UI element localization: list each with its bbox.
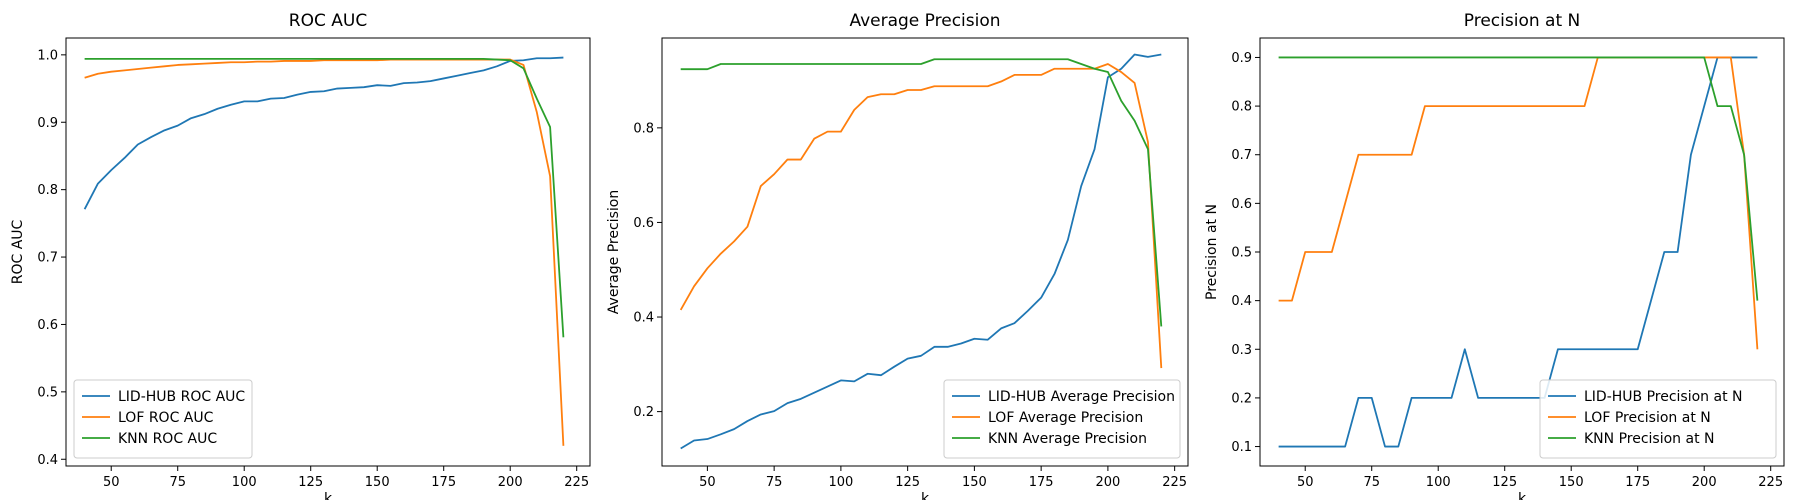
legend: LID-HUB Average Precision LOF Average Pre… xyxy=(943,379,1181,459)
x-tick-label: 100 xyxy=(828,475,853,490)
y-tick-label: 0.4 xyxy=(37,453,58,468)
y-tick-label: 0.2 xyxy=(633,405,654,420)
x-tick-label: 225 xyxy=(1758,475,1783,490)
x-tick-label: 50 xyxy=(1297,475,1314,490)
x-tick-label: 100 xyxy=(232,475,257,490)
axes-frame xyxy=(661,37,1189,467)
legend-label: LOF Average Precision xyxy=(988,410,1143,426)
x-tick-label: 200 xyxy=(1692,475,1717,490)
series-line-lid-hub xyxy=(1278,56,1758,448)
y-tick-label: 0.8 xyxy=(1231,100,1252,115)
x-tick-label: 75 xyxy=(1363,475,1380,490)
x-tick-label: 125 xyxy=(895,475,920,490)
chart-title: Precision at N xyxy=(1464,11,1580,31)
x-tick-label: 125 xyxy=(1492,475,1517,490)
y-tick-label: 0.5 xyxy=(1231,246,1252,261)
x-axis-label: k xyxy=(1518,491,1527,500)
x-tick-label: 225 xyxy=(564,475,589,490)
x-tick-label: 175 xyxy=(431,475,456,490)
axes-frame xyxy=(65,37,591,467)
legend-label: KNN Average Precision xyxy=(988,431,1147,447)
x-tick-label: 50 xyxy=(699,475,716,490)
x-tick-label: 150 xyxy=(1559,475,1584,490)
x-tick-label: 200 xyxy=(1095,475,1120,490)
x-tick-label: 50 xyxy=(103,475,120,490)
y-tick-label: 0.8 xyxy=(37,183,58,198)
series-line-lof xyxy=(679,63,1163,369)
y-tick-label: 0.1 xyxy=(1231,440,1252,455)
x-tick-label: 150 xyxy=(962,475,987,490)
y-axis-label: Average Precision xyxy=(606,190,622,314)
y-tick-label: 1.0 xyxy=(37,48,58,63)
x-axis-label: k xyxy=(324,491,333,500)
x-tick-label: 75 xyxy=(766,475,783,490)
legend: LID-HUB Precision at N LOF Precision at N… xyxy=(1539,379,1777,459)
chart-title: ROC AUC xyxy=(289,11,367,31)
subplot-2: 50 75 100 125 150 175 200 225 0.2 0.4 0.6 0.8 Averag… xyxy=(606,11,1189,504)
x-tick-label: 150 xyxy=(365,475,390,490)
y-tick-label: 0.3 xyxy=(1231,343,1252,358)
x-tick-label: 125 xyxy=(298,475,323,490)
series-line-lof xyxy=(1278,56,1759,350)
y-tick-label: 0.7 xyxy=(1231,148,1252,163)
y-tick-label: 0.6 xyxy=(633,216,654,231)
series-line-lid-hub xyxy=(83,56,564,210)
legend: LID-HUB ROC AUC LOF ROC AUC KNN ROC AUC xyxy=(73,379,253,459)
chart-title: Average Precision xyxy=(849,11,1000,31)
y-tick-label: 0.5 xyxy=(37,385,58,400)
x-tick-label: 200 xyxy=(498,475,523,490)
x-axis-label: k xyxy=(921,491,930,500)
y-tick-label: 0.2 xyxy=(1231,391,1252,406)
legend-label: LOF ROC AUC xyxy=(118,410,214,426)
legend-label: KNN ROC AUC xyxy=(118,431,217,447)
y-tick-label: 0.9 xyxy=(37,116,58,131)
x-tick-label: 175 xyxy=(1029,475,1054,490)
y-tick-label: 0.4 xyxy=(633,311,654,326)
legend-box xyxy=(73,379,253,459)
legend-label: LOF Precision at N xyxy=(1584,410,1711,426)
legend-label: LID-HUB Precision at N xyxy=(1584,389,1743,405)
x-tick-label: 100 xyxy=(1426,475,1451,490)
y-axis-label: ROC AUC xyxy=(10,219,26,284)
series-line-knn xyxy=(84,57,565,338)
legend-label: LID-HUB Average Precision xyxy=(988,389,1175,405)
series-line-knn xyxy=(680,58,1163,327)
y-tick-label: 0.6 xyxy=(1231,197,1252,212)
x-tick-label: 225 xyxy=(1162,475,1187,490)
y-tick-label: 0.6 xyxy=(37,318,58,333)
subplot-3: 50 75 100 125 150 175 200 225 0.1 0.2 0.3 0.4 0.5 0.6… xyxy=(1204,11,1785,504)
subplot-1: 50 75 100 125 150 175 200 225 0.4 0.5 0.6 0.7 0.8 0.9… xyxy=(10,11,591,504)
y-tick-label: 0.8 xyxy=(633,121,654,136)
legend-box xyxy=(1539,379,1777,459)
y-tick-label: 0.4 xyxy=(1231,294,1252,309)
legend-box xyxy=(943,379,1181,459)
y-axis-label: Precision at N xyxy=(1204,204,1220,300)
series-line-knn xyxy=(1278,56,1759,301)
legend-label: KNN Precision at N xyxy=(1584,431,1714,447)
y-tick-label: 0.9 xyxy=(1231,51,1252,66)
legend-label: LID-HUB ROC AUC xyxy=(118,389,245,405)
x-tick-label: 175 xyxy=(1625,475,1650,490)
series-line-lid-hub xyxy=(680,53,1162,450)
x-tick-label: 75 xyxy=(169,475,186,490)
y-tick-label: 0.7 xyxy=(37,251,58,266)
